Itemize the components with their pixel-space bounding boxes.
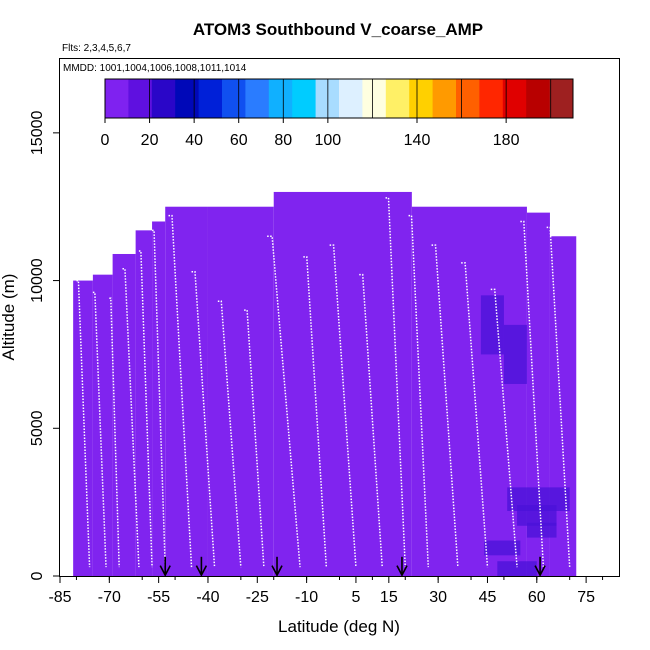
- flight-track: [244, 309, 265, 568]
- flight-track: [359, 273, 383, 568]
- profile-arrow-head: [159, 565, 171, 577]
- flight-track: [431, 244, 459, 568]
- colorbar-segment: [268, 79, 293, 118]
- x-axis: -85 -70 -55 -40 -25 -10 5 15 30 45 60 75: [48, 576, 604, 606]
- coverage-column: [92, 274, 113, 576]
- y-tick-label: 10000: [29, 258, 46, 303]
- x-tick-label: 5: [351, 589, 360, 606]
- coverage-column: [273, 191, 412, 576]
- coverage-column: [207, 206, 274, 576]
- coverage-column: [165, 206, 208, 576]
- colorbar-segment: [151, 79, 176, 118]
- colorbar: 0 20 40 60 80 100 140 180: [101, 78, 574, 149]
- chart-title: ATOM3 Southbound V_coarse_AMP: [193, 20, 483, 39]
- colorbar-segment: [502, 79, 527, 118]
- coverage-column: [526, 212, 550, 576]
- colorbar-segment: [175, 79, 200, 118]
- flight-track: [303, 256, 328, 568]
- coverage-column: [73, 280, 93, 576]
- colorbar-tick-label: 180: [493, 132, 520, 149]
- colorbar-segment: [479, 79, 504, 118]
- colorbar-segment: [362, 79, 387, 118]
- flight-track: [191, 270, 216, 568]
- y-axis: 0 5000 10000 15000: [29, 111, 60, 580]
- flight-track: [461, 262, 489, 568]
- flight-track: [122, 268, 140, 568]
- colorbar-frame: [104, 78, 574, 119]
- colorbar-segment: [432, 79, 457, 118]
- y-tick-label: 5000: [29, 410, 46, 446]
- profile-arrow-head: [271, 565, 283, 577]
- x-tick-label: 30: [429, 589, 447, 606]
- plot-area: [73, 191, 577, 577]
- flight-track: [92, 291, 107, 568]
- x-tick-label: 45: [479, 589, 497, 606]
- flight-track: [546, 226, 571, 568]
- flight-track: [76, 279, 91, 568]
- flight-track: [217, 300, 242, 568]
- colorbar-tick-label: 0: [101, 132, 110, 149]
- flight-track: [490, 288, 518, 568]
- x-tick-label: -25: [246, 589, 269, 606]
- colorbar-tick-label: 140: [404, 132, 431, 149]
- enhanced-cell: [484, 540, 521, 556]
- enhanced-cell: [517, 505, 557, 526]
- enhanced-cell: [503, 324, 527, 384]
- colorbar-segment: [128, 79, 153, 118]
- flight-track: [385, 197, 407, 568]
- colorbar-tick-label: 60: [230, 132, 248, 149]
- colorbar-tick-label: 20: [141, 132, 159, 149]
- colorbar-segment: [385, 79, 410, 118]
- x-tick-label: -10: [295, 589, 318, 606]
- colorbar-segment: [292, 79, 317, 118]
- enhanced-cell: [480, 295, 504, 355]
- y-tick-label: 0: [29, 571, 46, 580]
- profile-arrow-head: [534, 565, 546, 577]
- x-tick-label: -70: [98, 589, 121, 606]
- colorbar-segment: [549, 79, 574, 118]
- coverage-column: [411, 206, 527, 576]
- flight-track: [109, 297, 120, 568]
- colorbar-tick-label: 100: [315, 132, 342, 149]
- x-axis-label: Latitude (deg N): [278, 617, 400, 636]
- x-tick-label: -55: [147, 589, 170, 606]
- flight-track: [520, 220, 545, 568]
- colorbar-tick-label: 40: [185, 132, 203, 149]
- mmdd-label: MMDD: 1001,1004,1006,1008,1011,1014: [63, 63, 247, 74]
- flight-track: [138, 250, 153, 568]
- coverage-column: [135, 230, 153, 576]
- y-axis-label: Altitude (m): [0, 274, 18, 361]
- flight-track: [168, 214, 193, 568]
- x-tick-label: -85: [48, 589, 71, 606]
- colorbar-tick-label: 80: [274, 132, 292, 149]
- x-tick-label: -40: [196, 589, 219, 606]
- colorbar-segment: [339, 79, 363, 118]
- flight-track: [329, 244, 357, 568]
- colorbar-segment: [526, 79, 551, 118]
- colorbar-segment: [456, 79, 480, 118]
- flight-track: [408, 214, 430, 568]
- colorbar-segment: [198, 79, 223, 118]
- enhanced-cell: [497, 561, 537, 576]
- colorbar-segment: [105, 79, 129, 118]
- profile-arrow-head: [195, 565, 208, 577]
- x-tick-label: 15: [380, 589, 398, 606]
- flight-track: [267, 235, 301, 568]
- x-tick-label: 60: [528, 589, 546, 606]
- colorbar-segment: [245, 79, 270, 118]
- coverage-column: [112, 253, 136, 577]
- profile-arrow-head: [396, 565, 408, 577]
- flight-track: [152, 229, 166, 568]
- x-tick-label: 75: [577, 589, 595, 606]
- colorbar-segment: [409, 79, 434, 118]
- flights-label: Flts: 2,3,4,5,6,7: [62, 43, 131, 54]
- y-tick-label: 15000: [29, 111, 46, 156]
- colorbar-segment: [222, 79, 246, 118]
